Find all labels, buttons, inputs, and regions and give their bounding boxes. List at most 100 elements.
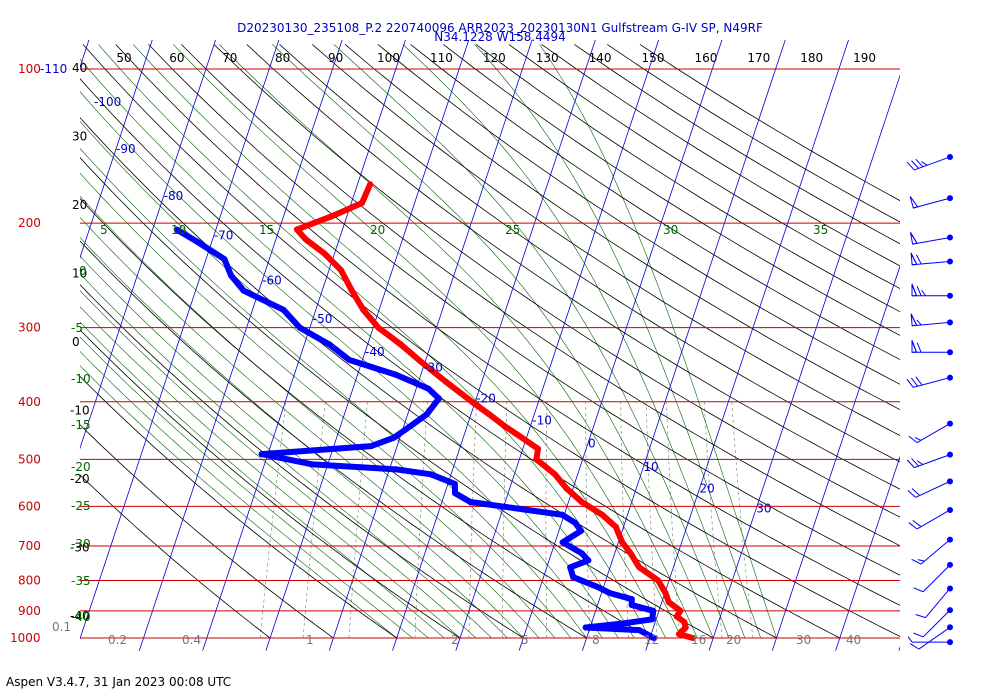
dewpoint-point — [643, 631, 650, 638]
wind-barb-feather — [912, 342, 918, 353]
isotherm-line — [80, 40, 280, 640]
wind-barb-staff — [916, 423, 951, 444]
wind-barb — [909, 624, 953, 650]
dry-adiabat-line — [80, 117, 777, 639]
left-axis-tick-label: 10 — [72, 267, 87, 281]
wind-barb-staff — [913, 197, 951, 209]
pressure-tick-label: 700 — [18, 539, 41, 553]
isotherm-line — [80, 40, 216, 450]
moist-left-label: -25 — [71, 499, 91, 513]
wind-barb-feather — [907, 490, 916, 498]
isotherm-line — [202, 40, 406, 651]
top-axis-tick-label: 100 — [377, 51, 400, 65]
wind-barb-feather — [911, 558, 922, 565]
wind-barb-staff — [912, 236, 951, 245]
temperature-point — [578, 498, 585, 505]
wind-barb-feather — [921, 290, 927, 297]
temperature-point — [676, 631, 683, 638]
wind-barb-feather — [916, 342, 922, 353]
mixing-ratio-line — [302, 401, 326, 639]
moist-adiabat-line — [172, 44, 682, 639]
wind-barb-station — [947, 624, 953, 631]
top-axis-tick-label: 170 — [747, 51, 770, 65]
mixing-ratio-line — [468, 401, 477, 638]
top-axis-tick-label: 140 — [589, 51, 612, 65]
mixing-ratio-line — [731, 401, 754, 639]
wind-barb-staff — [914, 156, 951, 171]
dewpoint-point — [467, 498, 474, 505]
wind-barb-feather — [911, 234, 918, 244]
temperature-point — [468, 398, 475, 405]
dewpoint-point — [650, 635, 657, 641]
wind-barb-feather — [912, 285, 918, 296]
dewpoint-point — [258, 451, 265, 458]
mixing-ratio-label: 0.1 — [52, 620, 71, 634]
top-axis-tick-label: 50 — [116, 51, 131, 65]
isotherm-line — [708, 74, 900, 651]
isotherm-line — [265, 40, 470, 651]
wind-barb — [908, 420, 953, 444]
dewpoint-point — [582, 624, 589, 631]
dry-adiabat-line — [312, 44, 900, 436]
moist-adiabat-line — [80, 336, 429, 639]
moist-adiabat-line — [80, 255, 508, 639]
temperature-point — [533, 456, 540, 463]
top-axis-tick-label: 160 — [694, 51, 717, 65]
pressure-tick-label: -110 — [40, 62, 67, 76]
mixing-ratio-label: 0.2 — [108, 633, 127, 647]
temperature-point — [321, 250, 328, 257]
dry-adiabat-line — [80, 284, 524, 639]
mixing-ratio-line — [545, 401, 548, 639]
wind-barb-feather — [910, 377, 919, 387]
wind-barb-feather — [915, 158, 924, 168]
temperature-profile — [293, 181, 696, 641]
wind-barb — [911, 340, 953, 356]
dewpoint-point — [427, 471, 434, 478]
temperature-point — [612, 523, 619, 530]
moist-adiabat-line — [80, 120, 603, 639]
dry-adiabat-line — [148, 44, 900, 576]
dry-adiabats — [80, 44, 900, 639]
mixing-ratio-line — [414, 401, 428, 639]
moist-adiabat-label: 10 — [171, 223, 186, 237]
footer-version: Aspen V3.4.7, 31 Jan 2023 00:08 UTC — [6, 675, 232, 689]
temperature-point — [535, 445, 542, 452]
dry-adiabat-line — [246, 44, 900, 490]
moist-adiabat-line — [80, 321, 445, 639]
wind-barbs — [906, 153, 953, 650]
dewpoint-point — [628, 602, 635, 609]
temperature-point — [375, 324, 382, 331]
dewpoint-point — [585, 557, 592, 564]
moist-adiabat-line — [80, 91, 619, 639]
dewpoint-point — [435, 395, 442, 402]
left-axis-tick-label: 0 — [72, 335, 80, 349]
isotherm-line — [771, 264, 900, 651]
dry-adiabat-line — [508, 44, 900, 290]
wind-barb-staff — [922, 564, 951, 593]
temperature-point — [551, 471, 558, 478]
dewpoint-point — [628, 596, 635, 603]
moist-adiabat-line — [80, 237, 524, 639]
moist-adiabat-line — [80, 290, 477, 639]
dewpoint-point — [650, 607, 657, 614]
dewpoint-point — [173, 226, 180, 233]
wind-barb-feather — [912, 519, 922, 528]
temperature-point — [397, 341, 404, 348]
dewpoint-point — [346, 356, 353, 363]
isotherm-label: -50 — [313, 312, 333, 326]
isotherm-line — [645, 40, 849, 651]
wind-barb-feather — [915, 376, 923, 386]
wind-barb-feather — [911, 458, 919, 467]
top-axis-tick-label: 180 — [800, 51, 823, 65]
mixing-ratio-label: 12 — [644, 633, 659, 647]
dry-adiabat-line — [80, 474, 271, 639]
dewpoint-point — [559, 539, 566, 546]
wind-barb-station — [947, 607, 953, 614]
left-axis-tick-label: 20 — [72, 198, 87, 212]
isotherm-label: -80 — [164, 189, 184, 203]
wind-barb — [910, 232, 953, 245]
wind-barb-feather — [914, 437, 922, 441]
wind-barb — [913, 607, 953, 638]
dewpoint-point — [368, 443, 375, 450]
